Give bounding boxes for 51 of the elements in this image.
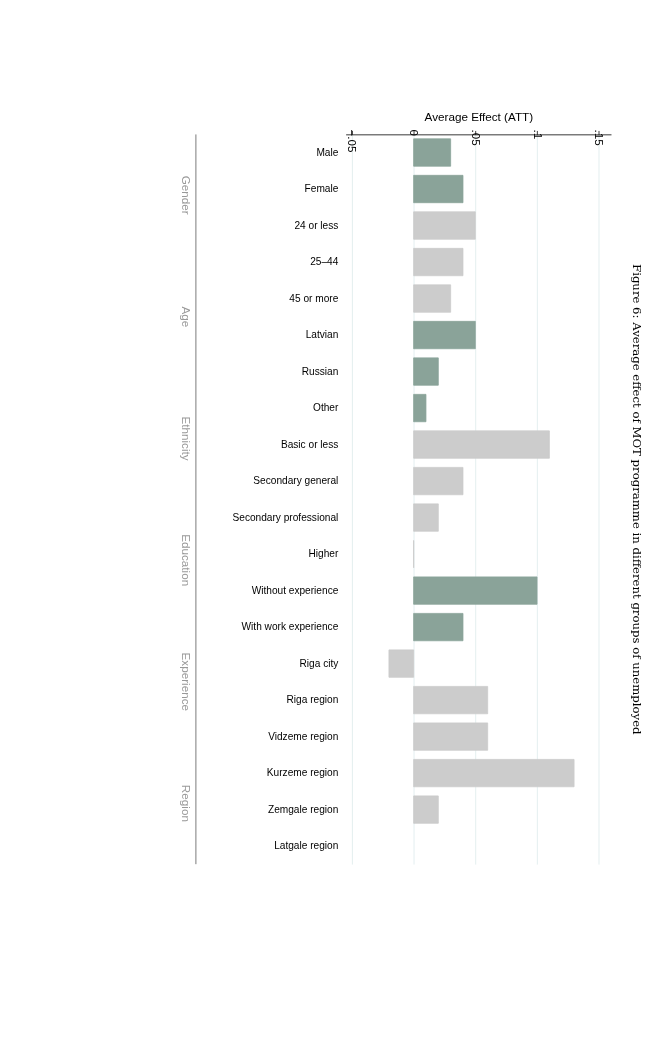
y-tick-label: Without experience xyxy=(251,584,339,596)
y-tick-label: Vidzeme region xyxy=(268,730,339,742)
y-tick-label: Female xyxy=(304,183,339,195)
y-tick-label: Latgale region xyxy=(274,840,339,852)
y-tick-label: With work experience xyxy=(241,621,339,633)
bar xyxy=(413,686,489,715)
bar xyxy=(413,722,489,751)
x-axis-title: Average Effect (ATT) xyxy=(424,109,534,123)
bar xyxy=(413,320,476,350)
y-tick-label: Zemgale region xyxy=(267,803,339,815)
bar xyxy=(413,211,476,240)
y-tick-label: Kurzeme region xyxy=(266,767,339,779)
text: Gender xyxy=(179,175,193,215)
bar xyxy=(413,613,464,642)
y-tick-label: 25–44 xyxy=(310,256,339,268)
bar xyxy=(413,430,550,459)
text: Region xyxy=(179,784,193,822)
text: Age xyxy=(179,306,193,328)
y-tick-label: 45 or more xyxy=(289,292,339,304)
text: Education xyxy=(179,534,193,587)
bar xyxy=(413,284,452,313)
y-tick-label: Secondary professional xyxy=(232,511,339,523)
y-tick-label: 24 or less xyxy=(294,219,339,231)
bar xyxy=(413,466,464,496)
bar xyxy=(413,393,427,423)
bar xyxy=(413,795,439,824)
x-tick-label: −.05 xyxy=(346,129,360,153)
y-tick-label: Latvian xyxy=(305,329,339,341)
bar xyxy=(413,174,464,204)
y-tick-label: Riga city xyxy=(299,657,340,669)
y-tick-label: Higher xyxy=(308,548,339,560)
bar xyxy=(413,357,439,386)
y-tick-label: Other xyxy=(313,402,339,414)
text: Figure 6: Average effect of MOT programme in different groups of unemployed xyxy=(629,264,644,736)
x-tick-label: 0 xyxy=(408,129,422,137)
text: Experience xyxy=(179,652,193,711)
text: Ethnicity xyxy=(179,416,193,461)
bar xyxy=(388,649,415,678)
bar xyxy=(413,759,575,788)
y-tick-label: Secondary general xyxy=(253,475,339,487)
y-tick-label: Male xyxy=(316,146,339,158)
bar xyxy=(413,503,439,532)
y-tick-label: Russian xyxy=(301,365,339,377)
x-tick-label: .15 xyxy=(593,129,607,147)
bar xyxy=(413,138,452,167)
y-tick-label: Basic or less xyxy=(280,438,339,450)
x-tick-label: .1 xyxy=(531,129,545,140)
x-tick-label: .05 xyxy=(469,129,483,147)
bar xyxy=(413,576,538,605)
y-tick-label: Riga region xyxy=(286,694,339,706)
bar xyxy=(413,247,464,277)
